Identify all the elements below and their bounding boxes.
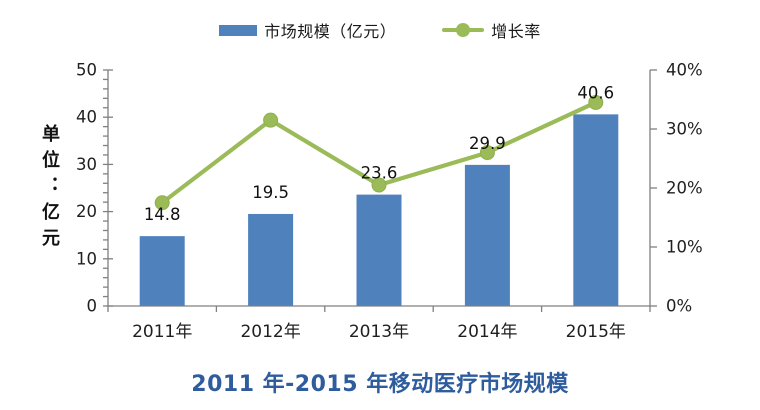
- growth-rate-marker-2014年: [479, 145, 495, 161]
- growth-rate-marker-2011年: [154, 195, 170, 211]
- right-axis-tick-label: 20%: [666, 179, 703, 198]
- right-axis-tick-label: 30%: [666, 120, 703, 139]
- legend-label-growth-rate: 增长率: [491, 22, 541, 41]
- bar-data-label-2014年: 29.9: [469, 134, 506, 153]
- left-axis-tick-label: 50: [76, 61, 97, 80]
- right-axis-tick-label: 10%: [666, 238, 703, 257]
- legend-line-marker-icon: [456, 23, 471, 37]
- legend-item-growth-rate: 增长率: [442, 18, 541, 42]
- left-axis-tick-label: 30: [76, 155, 97, 174]
- left-axis-unit-label: 单位：亿元: [39, 124, 60, 254]
- left-axis-tick-label: 10: [76, 249, 97, 268]
- right-axis-tick-label: 40%: [666, 61, 703, 80]
- legend-item-market-size: 市场规模（亿元）: [219, 18, 396, 42]
- bar-2012年: [248, 213, 294, 306]
- chart-title: 2011 年-2015 年移动医疗市场规模: [191, 372, 569, 397]
- x-axis-category-label: 2011年: [132, 322, 192, 342]
- bar-data-label-2011年: 14.8: [144, 205, 181, 224]
- chart-legend: 市场规模（亿元） 增长率: [0, 18, 760, 42]
- x-axis-category-label: 2015年: [566, 322, 626, 342]
- bar-2015年: [573, 114, 619, 306]
- x-axis-category-label: 2013年: [349, 322, 409, 342]
- line-series-swatch-icon: [442, 23, 485, 37]
- growth-rate-marker-2013年: [371, 177, 387, 193]
- bar-data-label-2013年: 23.6: [361, 164, 398, 183]
- growth-rate-marker-2015年: [588, 94, 604, 110]
- bar-2011年: [139, 236, 185, 306]
- right-axis-tick-label: 0%: [666, 297, 692, 316]
- bar-data-label-2012年: 19.5: [252, 183, 289, 202]
- left-axis-tick-label: 0: [87, 297, 98, 316]
- x-axis-category-label: 2012年: [240, 322, 300, 342]
- bar-2013年: [356, 194, 402, 306]
- x-axis-category-label: 2014年: [457, 322, 517, 342]
- left-axis-tick-label: 20: [76, 202, 97, 221]
- growth-rate-marker-2012年: [263, 112, 279, 128]
- bar-2014年: [464, 164, 510, 306]
- bar-series-swatch-icon: [219, 24, 258, 36]
- bar-data-label-2015年: 40.6: [577, 83, 614, 102]
- left-axis-tick-label: 40: [76, 108, 97, 127]
- legend-label-market-size: 市场规模（亿元）: [264, 22, 397, 41]
